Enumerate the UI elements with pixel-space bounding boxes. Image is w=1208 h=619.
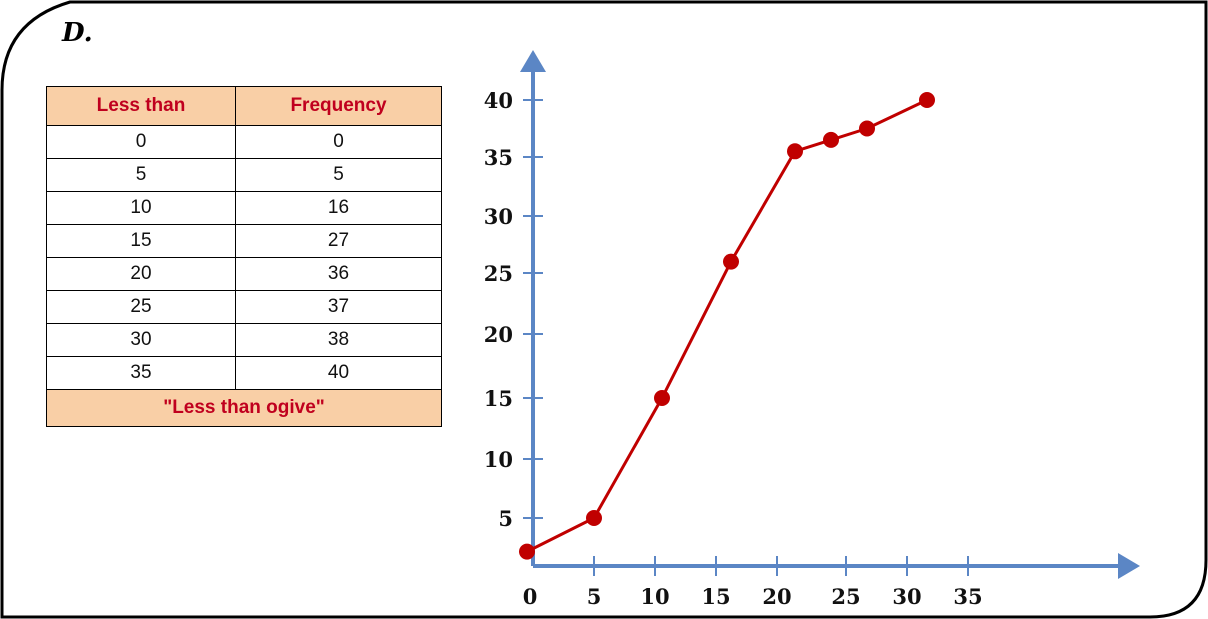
table-footer-row: "Less than ogive" bbox=[46, 389, 442, 427]
table-row: 20 36 bbox=[46, 257, 442, 291]
x-tick-label: 0 bbox=[523, 584, 538, 609]
data-point bbox=[654, 390, 670, 406]
x-axis-arrow bbox=[1118, 553, 1140, 579]
data-point bbox=[586, 510, 602, 526]
less-than-cell: 30 bbox=[46, 323, 236, 357]
header-less-than: Less than bbox=[46, 86, 236, 126]
frequency-cell: 36 bbox=[235, 257, 442, 291]
y-tick-label: 30 bbox=[484, 204, 513, 229]
header-frequency: Frequency bbox=[235, 86, 442, 126]
ogive-line bbox=[526, 98, 928, 553]
data-point bbox=[859, 120, 875, 137]
y-tick-label: 5 bbox=[498, 506, 513, 531]
data-point bbox=[723, 253, 739, 270]
y-axis-arrow bbox=[520, 50, 546, 72]
table-row: 15 27 bbox=[46, 224, 442, 258]
x-tick-label: 25 bbox=[831, 584, 860, 609]
x-tick-label: 30 bbox=[892, 584, 921, 609]
x-tick-label: 20 bbox=[762, 584, 791, 609]
data-point bbox=[519, 543, 535, 560]
x-tick-label: 10 bbox=[640, 584, 669, 609]
table-row: 35 40 bbox=[46, 356, 442, 390]
table-row: 30 38 bbox=[46, 323, 442, 357]
x-tick-label: 15 bbox=[701, 584, 730, 609]
less-than-cell: 35 bbox=[46, 356, 236, 390]
table-row: 10 16 bbox=[46, 191, 442, 225]
data-point bbox=[823, 131, 839, 148]
y-tick-label: 20 bbox=[484, 322, 513, 347]
y-tick-label: 40 bbox=[484, 88, 513, 113]
less-than-cell: 10 bbox=[46, 191, 236, 225]
x-tick-label: 5 bbox=[587, 584, 602, 609]
y-tick-label: 15 bbox=[484, 386, 513, 411]
data-point bbox=[787, 143, 803, 160]
table-footer: "Less than ogive" bbox=[46, 389, 442, 427]
corner-label: D. bbox=[62, 18, 93, 48]
data-point bbox=[919, 92, 935, 108]
frequency-cell: 40 bbox=[235, 356, 442, 390]
x-tick-label: 35 bbox=[953, 584, 982, 609]
frequency-cell: 0 bbox=[235, 125, 442, 159]
y-tick-label: 35 bbox=[484, 145, 513, 170]
frequency-cell: 5 bbox=[235, 158, 442, 192]
y-tick-label: 25 bbox=[484, 261, 513, 286]
table-header-row: Less than Frequency bbox=[46, 86, 442, 126]
less-than-cell: 25 bbox=[46, 290, 236, 324]
y-tick-label: 10 bbox=[484, 447, 513, 472]
